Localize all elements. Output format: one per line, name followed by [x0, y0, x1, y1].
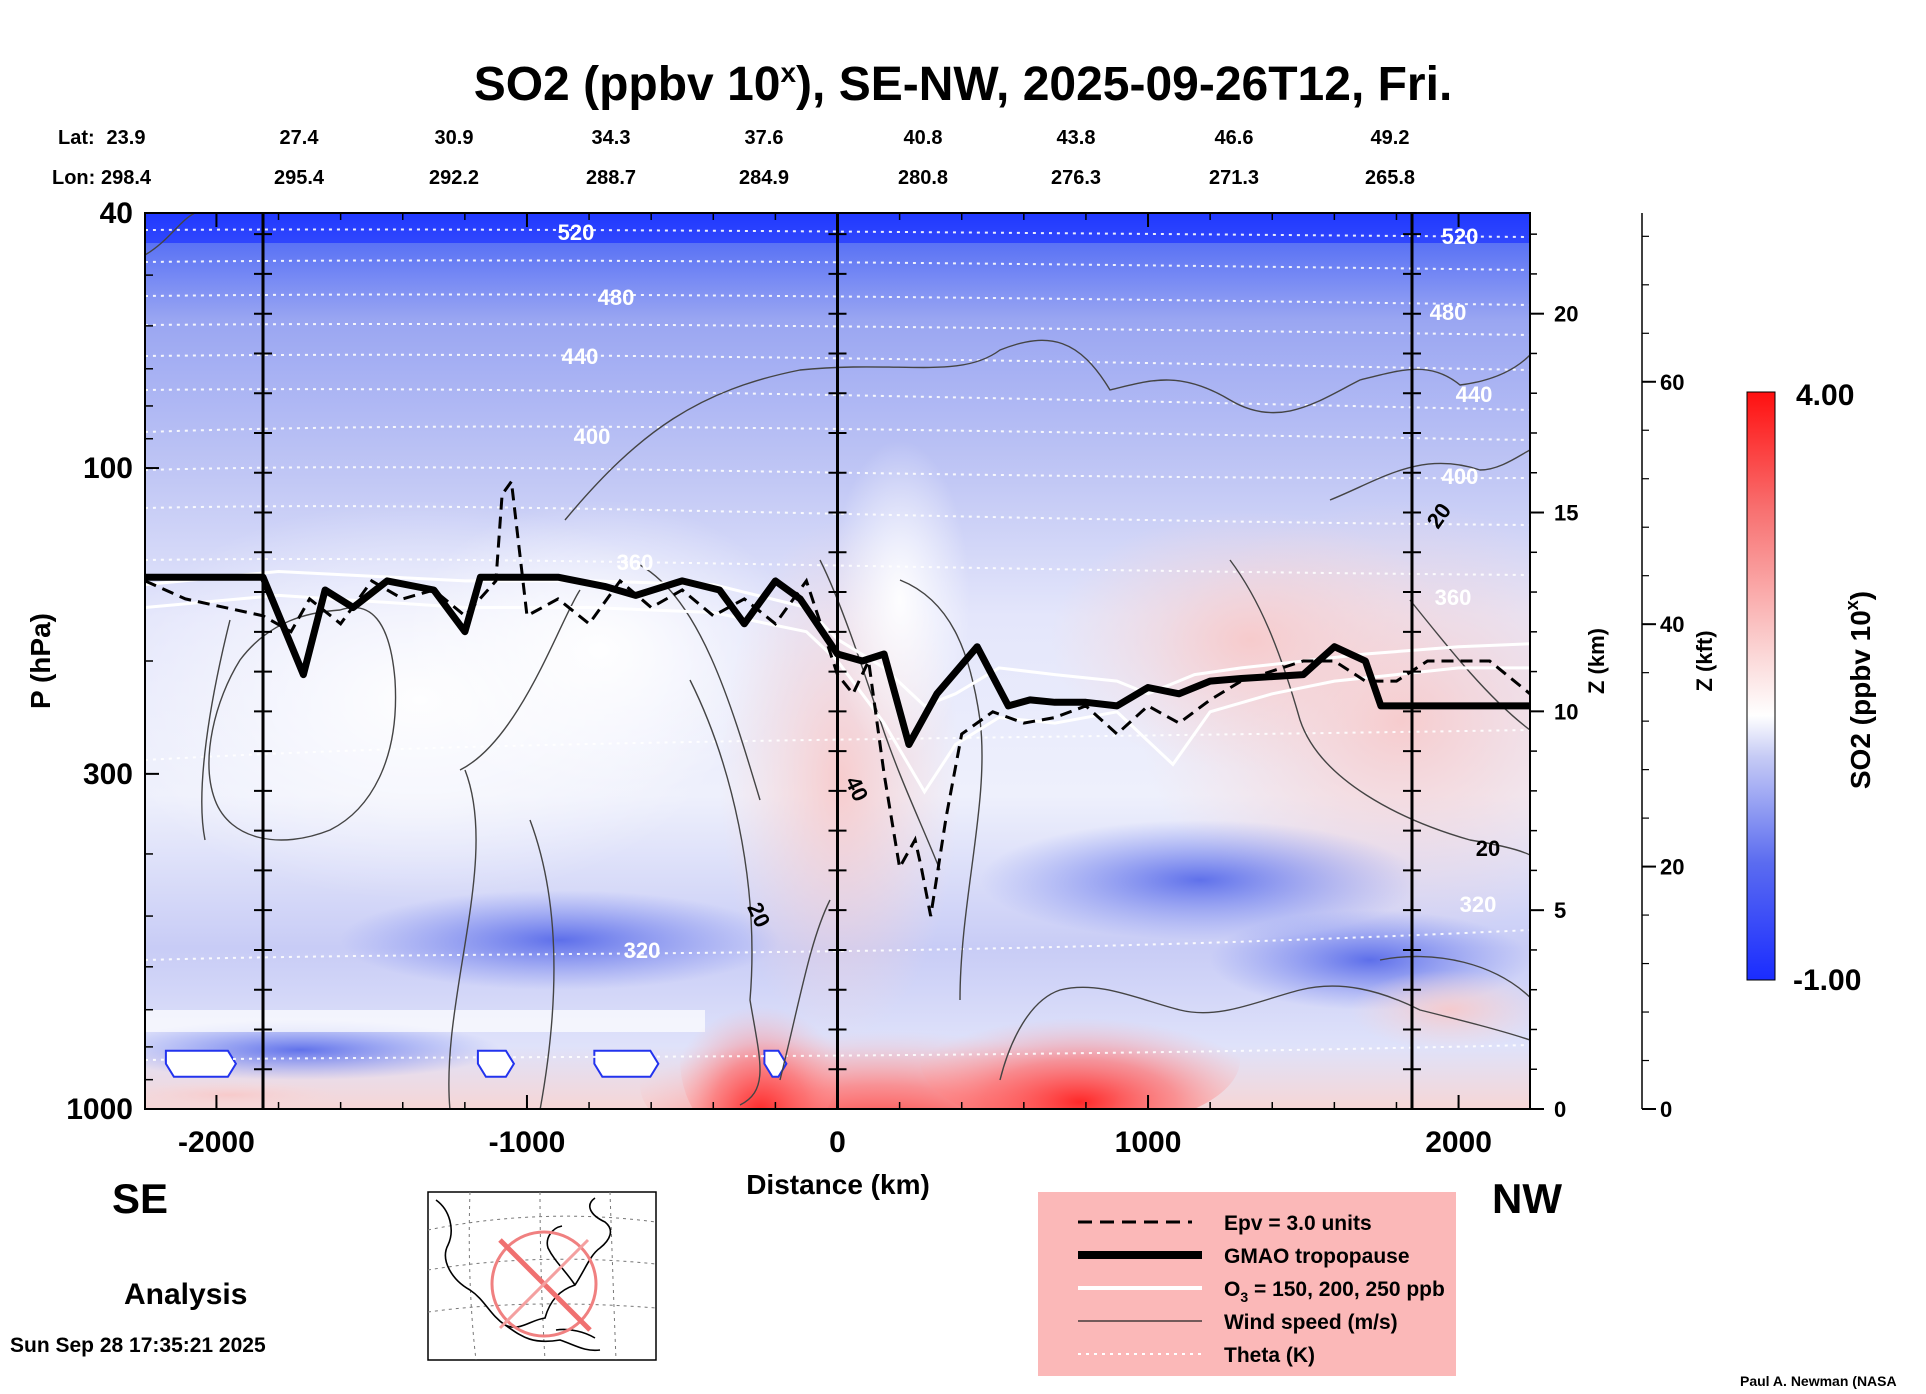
chart-title: SO2 (ppbv 10x), SE-NW, 2025-09-26T12, Fr… [474, 57, 1453, 111]
tropopause-line [145, 573, 1530, 748]
z-km-axis: 20 15 10 5 0 [1530, 233, 1578, 1122]
z-kft-tick-label: 60 [1660, 370, 1684, 395]
lon-tick-label: 280.8 [898, 167, 948, 189]
colorbar-max-label: 4.00 [1796, 379, 1854, 412]
theta-label: 480 [598, 285, 635, 310]
legend-item-epv: Epv = 3.0 units [1224, 1212, 1372, 1235]
y-tick-label: 40 [100, 197, 133, 230]
lat-tick-label: 37.6 [745, 127, 784, 149]
theta-label: 520 [1442, 224, 1479, 249]
nw-label: NW [1492, 1175, 1562, 1222]
lon-tick-label: 276.3 [1051, 167, 1101, 189]
y-tick-label: 1000 [66, 1093, 133, 1126]
legend-item-theta: Theta (K) [1224, 1344, 1315, 1367]
lat-tick-label: 23.9 [107, 127, 146, 149]
theta-contours [145, 228, 1530, 1061]
lat-tick-label: 43.8 [1057, 127, 1096, 149]
z-kft-label: Z (kft) [1692, 630, 1717, 691]
z-km-tick-label: 0 [1554, 1097, 1566, 1122]
o3-contours [145, 569, 1530, 795]
theta-label: 440 [1456, 382, 1493, 407]
theta-label: 440 [562, 344, 599, 369]
lat-tick-label: 30.9 [435, 127, 474, 149]
lat-lon-tick-row: 23.9 27.4 30.9 34.3 37.6 40.8 43.8 46.6 49.2 298.… [101, 127, 1415, 189]
y-tick-label: 100 [83, 452, 133, 485]
lon-tick-label: 284.9 [739, 167, 789, 189]
white-hexagon-mark [593, 1049, 660, 1078]
colorbar [1746, 391, 1776, 981]
legend-item-o3: O3 = 150, 200, 250 ppb [1224, 1278, 1445, 1305]
section-vertical-lines [254, 213, 1421, 1110]
distance-axis: -2000 -1000 0 1000 2000 [178, 213, 1492, 1159]
lat-tick-label: 34.3 [592, 127, 631, 149]
z-km-tick-label: 5 [1554, 898, 1566, 923]
white-hexagon-mark [476, 1049, 516, 1078]
x-tick-label: 2000 [1425, 1126, 1492, 1159]
z-km-tick-label: 15 [1554, 501, 1578, 526]
lat-tick-label: 46.6 [1215, 127, 1254, 149]
o3-contour-line [145, 593, 1530, 795]
z-km-tick-label: 10 [1554, 699, 1578, 724]
y-axis-label: P (hPa) [25, 613, 56, 709]
white-hexagon-mark [763, 1049, 788, 1078]
z-kft-tick-label: 20 [1660, 855, 1684, 880]
theta-label: 520 [558, 220, 595, 245]
theta-label: 360 [617, 550, 654, 575]
white-hexagon-mark [164, 1049, 238, 1078]
title-superscript: x [780, 57, 796, 88]
coastline-icon [435, 1197, 612, 1328]
lon-tick-label: 288.7 [586, 167, 636, 189]
z-km-label: Z (km) [1584, 628, 1609, 694]
x-tick-label: 1000 [1115, 1126, 1182, 1159]
x-axis-label: Distance (km) [746, 1169, 930, 1200]
author-credit: Paul A. Newman (NASA [1740, 1373, 1897, 1389]
theta-label: 400 [574, 424, 611, 449]
legend-item-tropopause: GMAO tropopause [1224, 1245, 1410, 1268]
y-tick-label: 300 [83, 758, 133, 791]
se-label: SE [112, 1175, 168, 1222]
theta-label: 400 [1442, 464, 1479, 489]
so2-field [145, 213, 1530, 1109]
theta-label: 320 [624, 938, 661, 963]
lon-tick-label: 271.3 [1209, 167, 1259, 189]
colorbar-min-label: -1.00 [1793, 964, 1861, 997]
generated-timestamp: Sun Sep 28 17:35:21 2025 [10, 1334, 266, 1357]
z-kft-tick-label: 40 [1660, 612, 1684, 637]
lon-tick-label: 298.4 [101, 167, 152, 189]
legend-item-wind: Wind speed (m/s) [1224, 1311, 1398, 1334]
o3-contour-line [145, 569, 1530, 708]
z-km-tick-label: 20 [1554, 302, 1578, 327]
lat-row-label: Lat: [58, 127, 95, 149]
z-kft-axis: 60 40 20 0 [1641, 213, 1684, 1122]
colorbar-label: SO2 (ppbv 10x) [1842, 591, 1876, 789]
x-tick-label: 0 [829, 1126, 846, 1159]
lon-row-label: Lon: [52, 167, 95, 189]
z-kft-tick-label: 0 [1660, 1097, 1672, 1122]
lon-tick-label: 295.4 [274, 167, 325, 189]
theta-label: 480 [1430, 300, 1467, 325]
lat-tick-label: 40.8 [904, 127, 943, 149]
wind-label: 20 [1476, 836, 1500, 861]
lon-tick-label: 265.8 [1365, 167, 1415, 189]
analysis-label: Analysis [124, 1278, 247, 1311]
x-tick-label: -2000 [178, 1126, 255, 1159]
theta-label: 360 [1435, 585, 1472, 610]
pressure-axis: 40 100 300 1000 [66, 197, 159, 1126]
x-tick-label: -1000 [489, 1126, 566, 1159]
theta-label: 320 [1460, 892, 1497, 917]
legend: Epv = 3.0 units GMAO tropopause O3 = 150… [1038, 1192, 1456, 1376]
lon-tick-label: 292.2 [429, 167, 479, 189]
lat-tick-label: 49.2 [1371, 127, 1410, 149]
section-circle [490, 1230, 598, 1338]
lat-tick-label: 27.4 [280, 127, 320, 149]
inset-map [427, 1191, 657, 1361]
